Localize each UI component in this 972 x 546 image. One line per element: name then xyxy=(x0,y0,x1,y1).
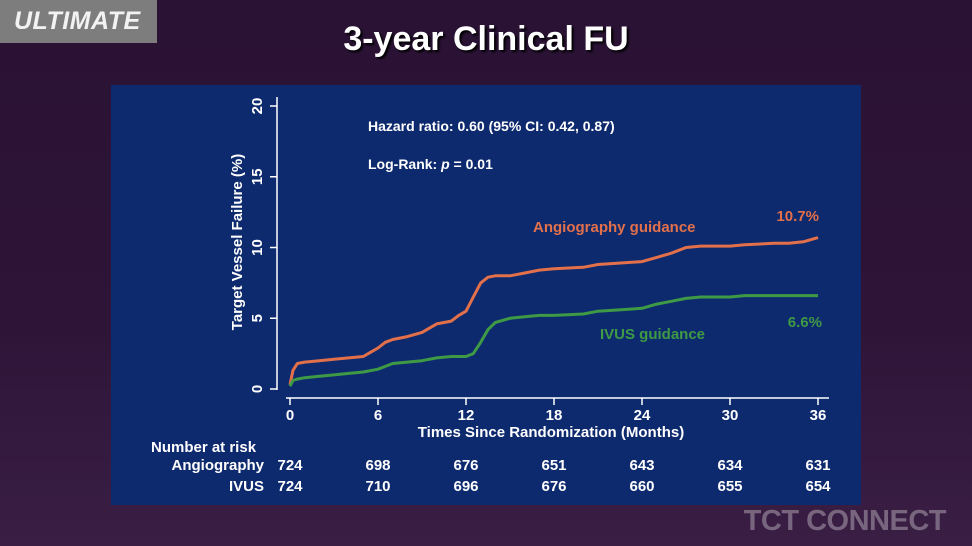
log-rank-p: p xyxy=(440,156,450,172)
x-tick-label: 24 xyxy=(634,407,651,424)
x-tick-label: 36 xyxy=(810,407,827,424)
slide-title: 3-year Clinical FU xyxy=(343,20,629,58)
y-axis-label: Target Vessel Failure (%) xyxy=(229,154,246,330)
x-tick-label: 6 xyxy=(374,407,382,424)
series-label-angiography: Angiography guidance xyxy=(533,219,696,236)
y-tick-label: 15 xyxy=(249,168,266,185)
y-tick-label: 0 xyxy=(249,385,266,393)
ultimate-badge: ULTIMATE xyxy=(0,0,157,43)
end-label-angiography: 10.7% xyxy=(776,208,819,225)
risk-value-angiography: 698 xyxy=(365,457,390,474)
risk-value-angiography: 634 xyxy=(717,457,743,474)
risk-value-angiography: 676 xyxy=(453,457,478,474)
end-label-ivus: 6.6% xyxy=(788,314,822,331)
risk-value-angiography: 724 xyxy=(277,457,303,474)
risk-value-ivus: 710 xyxy=(365,478,390,495)
log-rank-suffix: = 0.01 xyxy=(450,156,493,172)
risk-value-ivus: 724 xyxy=(277,478,303,495)
x-tick-label: 12 xyxy=(458,407,475,424)
risk-value-ivus: 696 xyxy=(453,478,478,495)
risk-table-title: Number at risk xyxy=(151,439,257,456)
risk-row-label-angiography: Angiography xyxy=(172,457,265,474)
x-tick-label: 18 xyxy=(546,407,563,424)
risk-row-label-ivus: IVUS xyxy=(229,478,264,495)
series-line-angiography xyxy=(288,236,819,386)
risk-value-angiography: 643 xyxy=(629,457,654,474)
km-chart-panel: 0 6 12 18 24 30 36 0 5 10 15 20 Target Vessel Failu… xyxy=(111,85,861,505)
risk-value-ivus: 654 xyxy=(805,478,831,495)
x-tick-label: 30 xyxy=(722,407,739,424)
risk-value-ivus: 660 xyxy=(629,478,654,495)
log-rank-prefix: Log-Rank: xyxy=(368,156,441,172)
log-rank-annotation: Log-Rank: p = 0.01 xyxy=(368,156,493,172)
risk-value-angiography: 651 xyxy=(541,457,566,474)
y-tick-label: 5 xyxy=(249,314,266,322)
y-tick-label: 20 xyxy=(249,98,266,115)
hazard-ratio-annotation: Hazard ratio: 0.60 (95% CI: 0.42, 0.87) xyxy=(368,118,615,134)
risk-value-ivus: 676 xyxy=(541,478,566,495)
x-tick-label: 0 xyxy=(286,407,294,424)
series-label-ivus: IVUS guidance xyxy=(600,326,705,343)
series-line-ivus xyxy=(288,294,818,387)
tct-connect-logo: TCT CONNECT xyxy=(743,505,947,537)
km-chart: 0 6 12 18 24 30 36 0 5 10 15 20 Target Vessel Failu… xyxy=(151,97,831,495)
risk-value-ivus: 655 xyxy=(717,478,742,495)
risk-value-angiography: 631 xyxy=(805,457,830,474)
y-tick-label: 10 xyxy=(249,239,266,256)
x-axis-label: Times Since Randomization (Months) xyxy=(418,424,684,441)
